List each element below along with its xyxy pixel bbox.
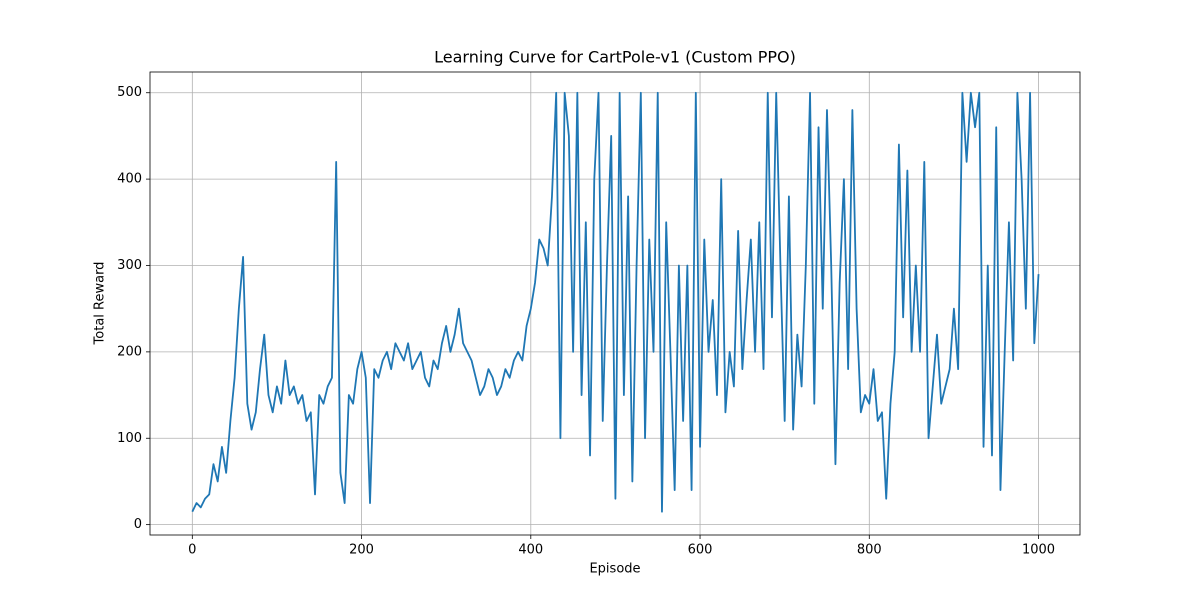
data-layer xyxy=(191,91,1040,513)
plot-frame xyxy=(149,71,1081,536)
y-axis-label: Total Reward xyxy=(93,262,108,346)
x-tick-label: 800 xyxy=(857,543,882,558)
x-axis-label: Episode xyxy=(589,562,640,577)
x-tick-label: 1000 xyxy=(1022,543,1055,558)
y-tick-label: 200 xyxy=(117,344,142,359)
y-tick-label: 100 xyxy=(117,431,142,446)
chart-title: Learning Curve for CartPole-v1 (Custom P… xyxy=(434,48,796,67)
x-tick-label: 200 xyxy=(349,543,374,558)
x-tick-label: 600 xyxy=(688,543,713,558)
y-tick-label: 300 xyxy=(117,258,142,273)
data-line xyxy=(191,91,1040,513)
y-tick-label: 400 xyxy=(117,172,142,187)
y-tick-label: 500 xyxy=(117,85,142,100)
y-tick-label: 0 xyxy=(134,517,142,532)
x-tick-label: 0 xyxy=(188,543,196,558)
x-tick-label: 400 xyxy=(518,543,543,558)
